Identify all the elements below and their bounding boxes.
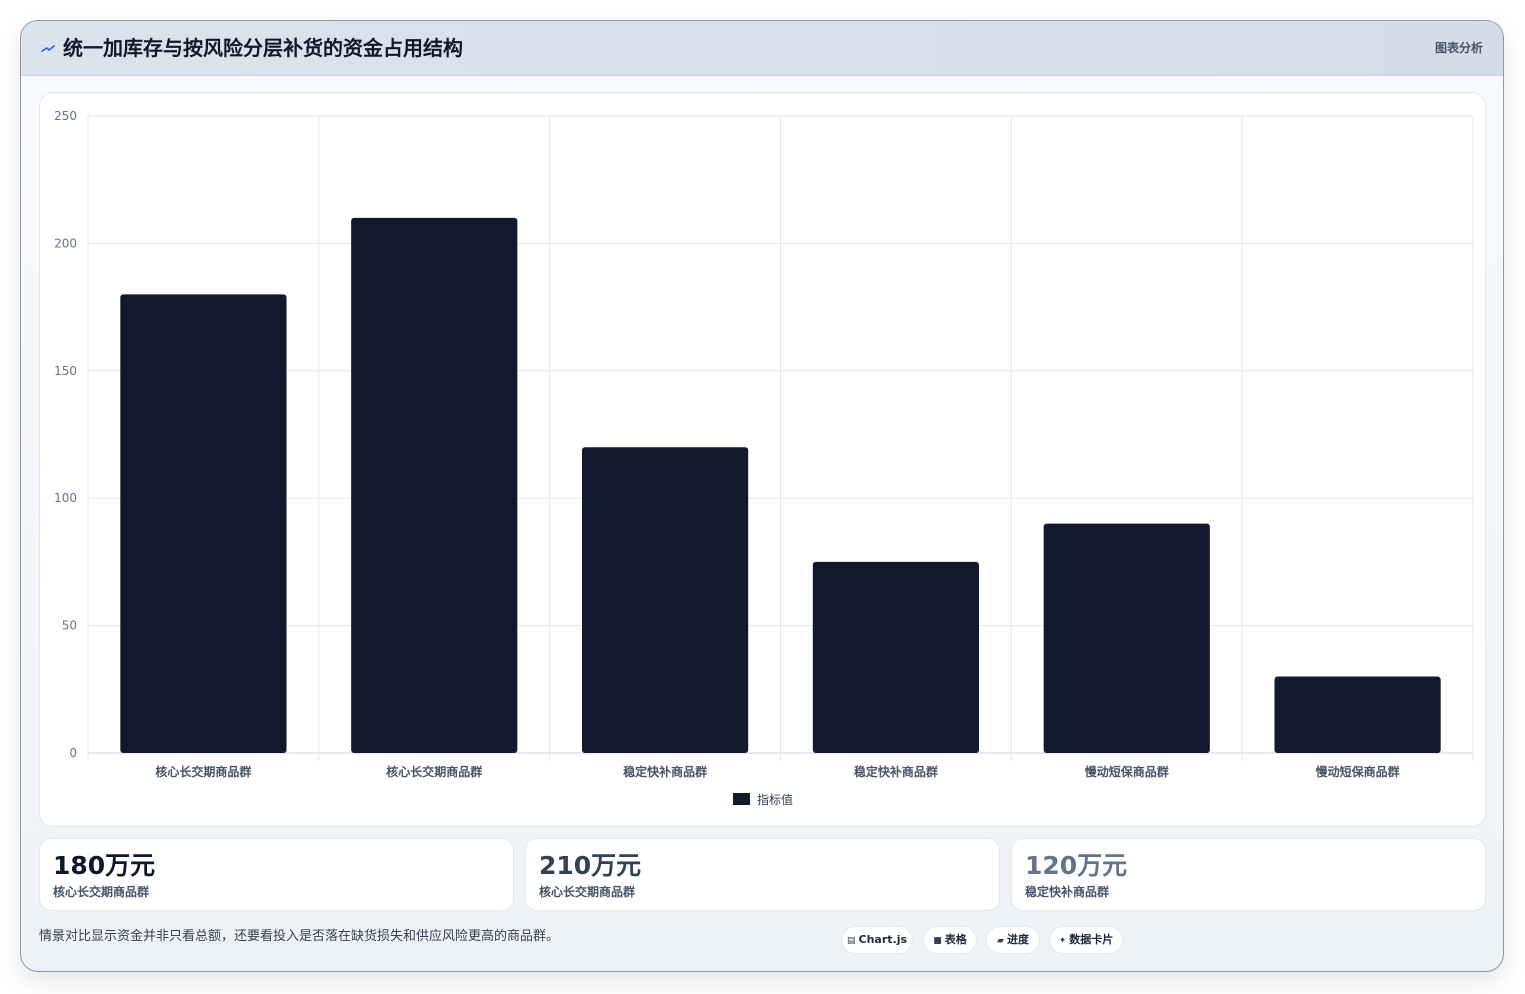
- legend-label: 指标值: [757, 792, 793, 807]
- legend-swatch: [733, 793, 750, 805]
- kpi-label: 稳定快补商品群: [1025, 885, 1110, 899]
- y-tick-label: 200: [54, 236, 77, 250]
- y-tick-label: 100: [54, 491, 77, 505]
- kpi-value: 210万元: [539, 851, 642, 880]
- chart-panel: 0 50 100 150 200 250 核心长交期商品群 核心长交期商品群 稳定快补商品群 稳定…: [39, 92, 1486, 827]
- card-icon: ✦: [1058, 936, 1067, 946]
- kpi-card: 210万元 核心长交期商品群: [525, 838, 1000, 911]
- chip-label: 进度: [1006, 933, 1029, 946]
- bar: [812, 561, 980, 753]
- chip-progress[interactable]: ▰ 进度: [986, 926, 1040, 954]
- y-tick-label: 150: [54, 364, 77, 378]
- bar: [1274, 676, 1441, 753]
- kpi-row: 180万元 核心长交期商品群 210万元 核心长交期商品群 120万元 稳定快补…: [39, 838, 1486, 912]
- bar: [351, 217, 518, 754]
- chip-data-card[interactable]: ✦ 数据卡片: [1049, 926, 1123, 954]
- x-tick-label: 稳定快补商品群: [854, 764, 938, 779]
- trend-icon: [41, 38, 55, 58]
- chart-analysis-tag[interactable]: 图表分析: [1434, 41, 1483, 55]
- x-tick-label: 核心长交期商品群: [386, 764, 482, 779]
- chart-icon: ▤: [846, 936, 856, 946]
- chip-label: 数据卡片: [1069, 933, 1114, 946]
- x-tick-label: 慢动短保商品群: [1316, 764, 1400, 779]
- bar: [1043, 523, 1210, 753]
- progress-icon: ▰: [997, 936, 1004, 946]
- chip-label: 表格: [944, 933, 967, 946]
- chart-card: 统一加库存与按风险分层补货的资金占用结构 图表分析 0 50 100 150 200 25…: [20, 20, 1504, 972]
- kpi-value: 120万元: [1025, 851, 1128, 880]
- kpi-label: 核心长交期商品群: [53, 885, 150, 899]
- bar: [581, 447, 749, 753]
- chip-label: Chart.js: [858, 933, 908, 946]
- table-icon: ■: [933, 936, 942, 946]
- chip-chartjs[interactable]: ▤ Chart.js: [841, 926, 913, 954]
- y-tick-label: 0: [69, 746, 77, 760]
- kpi-label: 核心长交期商品群: [539, 885, 636, 899]
- chip-table[interactable]: ■ 表格: [923, 926, 977, 954]
- y-tick-label: 250: [54, 109, 77, 123]
- x-tick-label: 核心长交期商品群: [155, 764, 251, 779]
- kpi-card: 120万元 稳定快补商品群: [1011, 838, 1486, 911]
- page-title: 统一加库存与按风险分层补货的资金占用结构: [63, 36, 463, 60]
- bar-chart: 0 50 100 150 200 250 核心长交期商品群 核心长交期商品群 稳定快补商品群 稳定…: [54, 109, 1474, 807]
- card-header: 统一加库存与按风险分层补货的资金占用结构 图表分析: [21, 21, 1503, 76]
- x-tick-label: 慢动短保商品群: [1085, 764, 1169, 779]
- footer-note: 情景对比显示资金并非只看总额，还要看投入是否落在缺货损失和供应风险更高的商品群。: [39, 929, 560, 944]
- kpi-card: 180万元 核心长交期商品群: [39, 838, 514, 911]
- x-tick-label: 稳定快补商品群: [623, 764, 707, 779]
- bar: [120, 294, 287, 753]
- y-tick-label: 50: [62, 619, 77, 633]
- kpi-value: 180万元: [53, 851, 156, 880]
